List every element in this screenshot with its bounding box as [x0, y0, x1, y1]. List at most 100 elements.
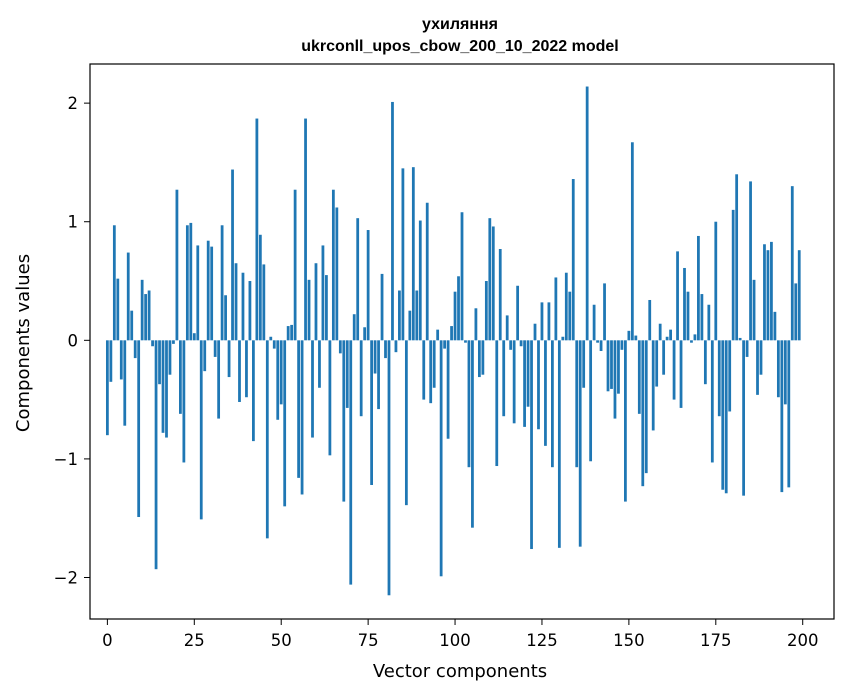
chart-title-line1: ухиляння — [422, 16, 498, 33]
bar-138 — [585, 86, 589, 341]
bar-149 — [624, 340, 627, 502]
bar-159 — [658, 323, 662, 341]
bar-10 — [140, 279, 144, 341]
bar-165 — [679, 340, 683, 408]
bar-14 — [154, 340, 158, 570]
bar-134 — [571, 179, 575, 341]
bar-177 — [721, 340, 725, 490]
bar-59 — [311, 340, 314, 438]
bar-12 — [147, 290, 151, 341]
bar-137 — [582, 340, 586, 388]
bar-160 — [662, 340, 666, 375]
bar-29 — [206, 240, 210, 341]
bar-187 — [756, 340, 759, 395]
bar-20 — [175, 189, 179, 341]
bar-94 — [432, 340, 436, 388]
y-tick-label: −2 — [54, 568, 78, 587]
plot-frame — [89, 63, 835, 620]
bar-124 — [537, 340, 540, 430]
bar-43 — [255, 118, 259, 341]
bar-168 — [690, 340, 693, 343]
bar-152 — [634, 335, 638, 341]
bar-57 — [304, 118, 307, 341]
bar-153 — [637, 340, 641, 414]
bar-87 — [408, 310, 412, 341]
bar-198 — [794, 283, 798, 341]
bar-33 — [220, 225, 224, 341]
bar-191 — [770, 241, 773, 341]
bar-80 — [384, 340, 387, 359]
bar-186 — [752, 279, 756, 341]
x-tick-label: 100 — [439, 631, 471, 650]
x-tick-label: 200 — [787, 631, 819, 650]
y-tick-label: −1 — [54, 450, 78, 469]
bar-1 — [109, 340, 113, 382]
bar-116 — [509, 340, 513, 350]
bar-195 — [783, 340, 787, 405]
bar-155 — [644, 340, 648, 474]
bar-106 — [474, 308, 478, 341]
bar-179 — [728, 340, 732, 412]
bar-18 — [168, 340, 172, 375]
chart-title-line2: ukrconll_upos_cbow_200_10_2022 model — [301, 38, 618, 55]
bar-142 — [599, 340, 603, 351]
bar-34 — [224, 295, 227, 341]
bar-72 — [356, 218, 360, 341]
bar-135 — [575, 340, 579, 468]
bar-54 — [293, 189, 297, 341]
bar-90 — [418, 220, 422, 341]
bar-181 — [735, 174, 739, 341]
bar-178 — [724, 340, 728, 494]
bar-108 — [481, 340, 485, 375]
bar-64 — [328, 340, 332, 456]
bar-63 — [325, 275, 328, 341]
bar-37 — [234, 263, 238, 341]
bar-196 — [787, 340, 791, 488]
bar-150 — [627, 330, 631, 341]
bar-88 — [411, 167, 415, 341]
bar-81 — [387, 340, 391, 596]
bar-27 — [199, 340, 203, 520]
bar-143 — [603, 283, 606, 341]
y-tick-label: 0 — [68, 331, 79, 350]
bar-126 — [544, 340, 547, 446]
bar-110 — [488, 218, 492, 341]
bar-103 — [464, 340, 467, 343]
bar-166 — [683, 267, 686, 341]
bar-128 — [551, 340, 554, 468]
bar-154 — [641, 340, 645, 487]
bar-28 — [203, 340, 207, 372]
y-ticks: −2 −1 0 1 2 — [54, 94, 90, 587]
bar-167 — [686, 291, 690, 341]
bar-78 — [377, 340, 380, 410]
bar-127 — [547, 302, 551, 341]
bar-52 — [286, 326, 290, 341]
bar-17 — [165, 340, 168, 438]
bar-41 — [248, 281, 252, 341]
bar-102 — [460, 212, 464, 341]
bar-145 — [610, 340, 613, 389]
y-axis-label: Components values — [13, 254, 34, 432]
bar-67 — [338, 340, 342, 354]
x-tick-label: 125 — [526, 631, 558, 650]
bar-156 — [648, 299, 652, 341]
bar-50 — [279, 340, 283, 405]
x-ticks: 0 25 50 75 100 125 150 175 200 — [102, 619, 818, 650]
bar-6 — [126, 252, 130, 341]
bar-69 — [345, 340, 349, 408]
bar-42 — [252, 340, 255, 442]
x-tick-label: 75 — [358, 631, 379, 650]
bar-35 — [227, 340, 231, 378]
bar-13 — [151, 340, 154, 347]
y-tick-label: 2 — [68, 94, 79, 113]
bar-91 — [422, 340, 426, 400]
bar-164 — [676, 251, 679, 341]
bar-96 — [439, 340, 443, 577]
bar-184 — [745, 340, 749, 357]
bar-62 — [321, 245, 325, 341]
bar-21 — [179, 340, 182, 414]
bar-16 — [161, 340, 165, 433]
bar-5 — [123, 340, 127, 426]
y-tick-label: 1 — [68, 213, 79, 232]
bar-133 — [568, 291, 572, 341]
